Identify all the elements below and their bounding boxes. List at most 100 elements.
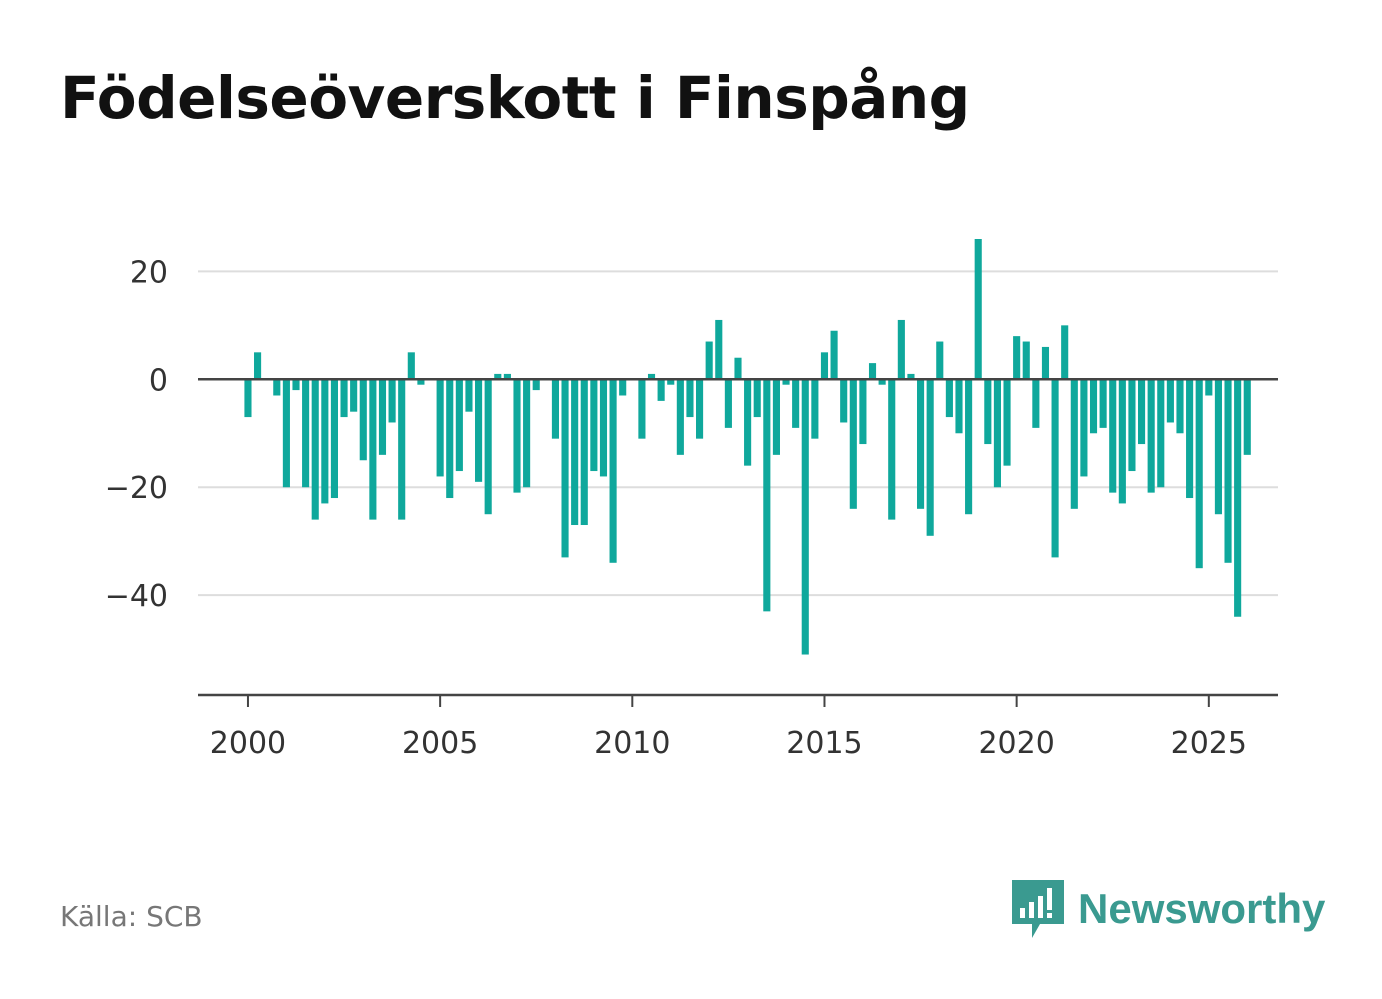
bar <box>667 379 675 385</box>
bars <box>244 239 1251 655</box>
bar <box>321 379 329 504</box>
brand-logo: Newsworthy <box>1010 878 1325 940</box>
newsworthy-logo-icon <box>1012 880 1064 938</box>
bar <box>753 379 761 418</box>
bar <box>436 379 444 477</box>
y-tick-label: −20 <box>105 471 168 506</box>
bar <box>1051 379 1059 558</box>
source-note: Källa: SCB <box>60 900 203 933</box>
bar <box>1166 379 1174 423</box>
bar <box>292 379 300 391</box>
bar <box>311 379 319 520</box>
bar <box>580 379 588 526</box>
x-axis: 2000 2005 2010 2015 2020 2025 <box>198 693 1278 761</box>
bar <box>1157 379 1165 488</box>
bar <box>494 373 502 380</box>
bar <box>417 379 425 385</box>
bar <box>965 379 973 515</box>
bar <box>1205 379 1213 396</box>
bar <box>302 379 310 488</box>
x-tick-label: 2015 <box>786 726 862 761</box>
bar <box>878 379 886 385</box>
bar <box>1041 346 1050 380</box>
bar <box>1080 379 1088 477</box>
bar <box>590 379 598 472</box>
bar <box>974 239 982 380</box>
bar <box>782 379 790 385</box>
bar <box>868 363 877 380</box>
x-tick-label: 2020 <box>978 726 1054 761</box>
bar <box>772 379 780 455</box>
bar <box>1032 379 1040 428</box>
gridlines <box>198 270 1278 597</box>
bar <box>407 352 415 380</box>
bar <box>388 379 396 423</box>
bar <box>532 379 540 391</box>
bar <box>599 379 608 477</box>
bar <box>647 373 656 380</box>
bar <box>734 357 742 380</box>
bar <box>801 379 809 655</box>
bar <box>455 379 463 472</box>
bar <box>1118 379 1126 504</box>
bar <box>945 379 953 418</box>
bar <box>254 352 262 380</box>
bar <box>359 379 367 461</box>
bar <box>465 379 473 412</box>
bar <box>705 341 713 380</box>
bar <box>340 379 348 418</box>
bar <box>1109 379 1117 493</box>
bar <box>1214 379 1222 515</box>
x-tick-label: 2025 <box>1171 726 1247 761</box>
bar <box>1195 379 1203 569</box>
bar <box>993 379 1001 488</box>
brand-name: Newsworthy <box>1078 885 1326 932</box>
y-tick-label: −40 <box>105 579 168 614</box>
bar <box>686 379 694 418</box>
bar <box>840 379 848 423</box>
bar <box>792 379 800 428</box>
x-tick-label: 2000 <box>210 726 286 761</box>
x-tick-label: 2005 <box>402 726 478 761</box>
bar <box>475 379 483 482</box>
y-axis-tick-labels: 20 0 −20 −40 <box>105 255 168 614</box>
bar <box>1013 336 1021 380</box>
bar <box>484 379 492 515</box>
bar <box>398 379 406 520</box>
x-tick-label: 2010 <box>594 726 670 761</box>
y-tick-label: 0 <box>149 363 168 398</box>
bar <box>1243 379 1251 455</box>
bar <box>350 379 358 412</box>
bar <box>1224 379 1232 563</box>
bar <box>657 379 665 401</box>
bar <box>724 379 732 428</box>
bar <box>1147 379 1155 493</box>
bar <box>378 379 387 455</box>
bar <box>273 379 281 396</box>
bar <box>244 379 252 418</box>
bar <box>609 379 617 563</box>
bar <box>1089 379 1098 434</box>
bar <box>696 379 704 439</box>
bar <box>1234 379 1242 617</box>
bar <box>1128 379 1136 472</box>
bar <box>551 379 559 439</box>
bar <box>619 379 627 396</box>
bar <box>888 379 896 520</box>
bar <box>859 379 867 445</box>
bar <box>1022 341 1030 380</box>
bar <box>1138 379 1146 445</box>
bar <box>503 373 511 380</box>
bar <box>1099 379 1107 428</box>
bar <box>955 379 963 434</box>
bar <box>513 379 521 493</box>
bar <box>744 379 752 466</box>
bar <box>1186 379 1194 499</box>
chart-title: Födelseöverskott i Finspång <box>60 64 970 132</box>
bar <box>763 379 771 612</box>
bar <box>1003 379 1011 466</box>
bar <box>1176 379 1184 434</box>
bar <box>1070 379 1078 509</box>
bar <box>446 379 454 499</box>
